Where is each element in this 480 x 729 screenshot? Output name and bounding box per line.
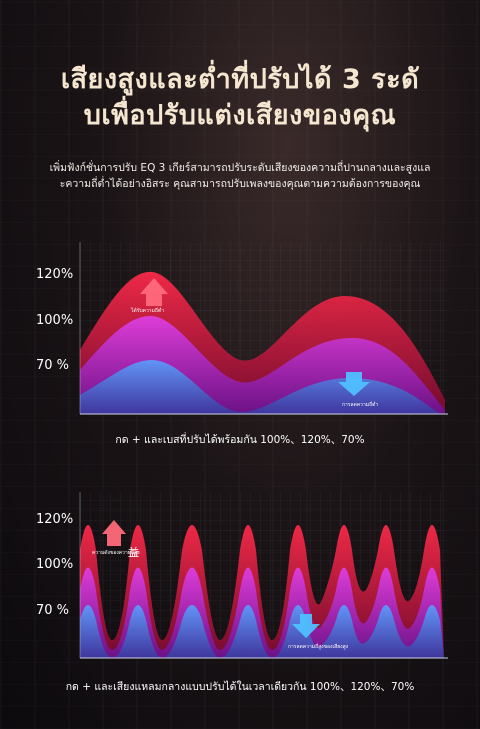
up-arrow-icon	[140, 278, 168, 306]
up-glyph: 益	[128, 545, 139, 559]
y-label-100: 100%	[36, 313, 74, 328]
treble-eq-caption: กด + และเสียงแหลมกลางแบบปรับได้ในเวลาเดี…	[65, 681, 415, 693]
bass-eq-chart: ได้รับความถี่ต่ำ การลดความถี่ต่ำ 120% 10…	[0, 240, 480, 450]
page-subtitle: เพิ่มฟังก์ชั่นการปรับ EQ 3 เกียร์สามารถป…	[10, 160, 470, 192]
y-label-120: 120%	[36, 512, 74, 527]
page-title: เสียงสูงและต่ำที่ปรับได้ 3 ระดั บเพื่อปร…	[0, 62, 480, 134]
y-label-70: 70 %	[36, 603, 70, 618]
subtitle-line-1: เพิ่มฟังก์ชั่นการปรับ EQ 3 เกียร์สามารถป…	[49, 162, 431, 174]
title-line-2: บเพื่อปรับแต่งเสียงของคุณ	[83, 100, 397, 131]
up-arrow-label: ได้รับความถี่ต่ำ	[130, 307, 164, 314]
bass-eq-graph: ได้รับความถี่ต่ำ การลดความถี่ต่ำ	[79, 242, 448, 415]
y-label-100: 100%	[36, 557, 74, 572]
treble-eq-chart: ความดังของความถี่สูง 益 การลดความถี่สูงขอ…	[0, 490, 480, 700]
down-arrow-label: การลดความถี่สูงของเสียงสูง	[288, 643, 349, 650]
treble-eq-graph: ความดังของความถี่สูง 益 การลดความถี่สูงขอ…	[79, 492, 448, 659]
title-line-1: เสียงสูงและต่ำที่ปรับได้ 3 ระดั	[60, 64, 420, 95]
series-70-area	[80, 360, 440, 414]
down-arrow-label: การลดความถี่ต่ำ	[342, 401, 378, 408]
series-70-area	[80, 605, 444, 658]
bass-eq-caption: กด + และเบสที่ปรับได้พร้อมกัน 100%、120%、…	[115, 434, 365, 446]
down-arrow-icon	[292, 614, 320, 638]
up-arrow-icon	[102, 520, 126, 546]
y-label-120: 120%	[36, 267, 74, 282]
up-arrow-label: ความดังของความถี่สูง	[92, 549, 140, 556]
subtitle-line-2: ะความถี่ต่ำได้อย่างอิสระ คุณสามารถปรับเพ…	[59, 178, 421, 190]
y-label-70: 70 %	[36, 358, 70, 373]
down-arrow-icon	[338, 372, 370, 396]
